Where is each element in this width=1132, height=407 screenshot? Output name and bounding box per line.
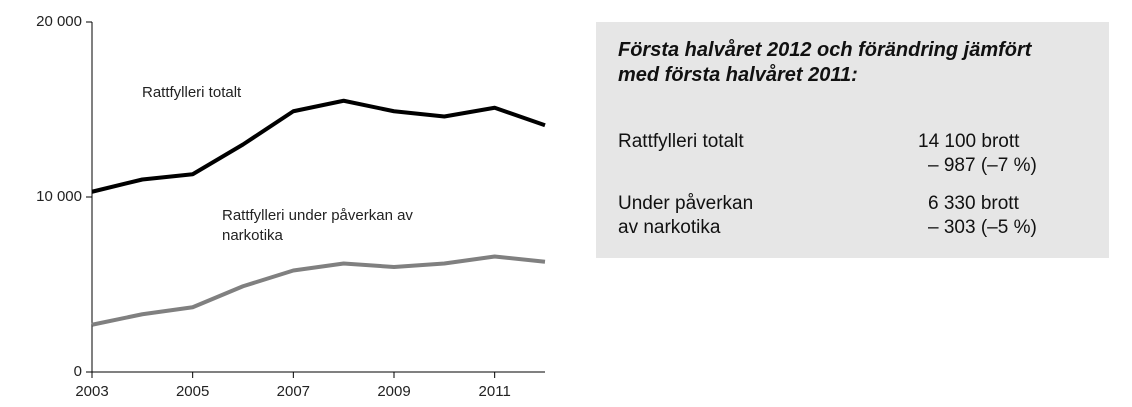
- x-tick-label: 2011: [479, 383, 511, 400]
- x-tick-label: 2009: [377, 383, 410, 400]
- x-tick-label: 2007: [277, 383, 310, 400]
- x-tick-label: 2003: [75, 383, 108, 400]
- series-label: Rattfylleri under påverkan av narkotika: [222, 207, 413, 244]
- row-value: 14 100 brott: [918, 131, 1020, 152]
- row-change: – 987 (–7 %): [928, 155, 1037, 176]
- row-value: 6 330 brott: [928, 193, 1019, 214]
- line-series: [91, 254, 546, 327]
- y-tick-label: 0: [74, 363, 82, 380]
- row-label: Under påverkan: [618, 193, 754, 214]
- row-label: av narkotika: [618, 217, 721, 238]
- x-tick-label: 2005: [176, 383, 209, 400]
- y-tick-label: 10 000: [36, 188, 82, 205]
- series-label: Rattfylleri totalt: [142, 84, 242, 101]
- row-change: – 303 (–5 %): [928, 217, 1037, 238]
- y-tick-label: 20 000: [36, 13, 82, 30]
- line-series: [91, 98, 546, 194]
- info-title: Första halvåret 2012 och förändring jämf…: [618, 39, 1032, 86]
- info-box: Första halvåret 2012 och förändring jämf…: [596, 22, 1109, 258]
- row-label: Rattfylleri totalt: [618, 131, 744, 152]
